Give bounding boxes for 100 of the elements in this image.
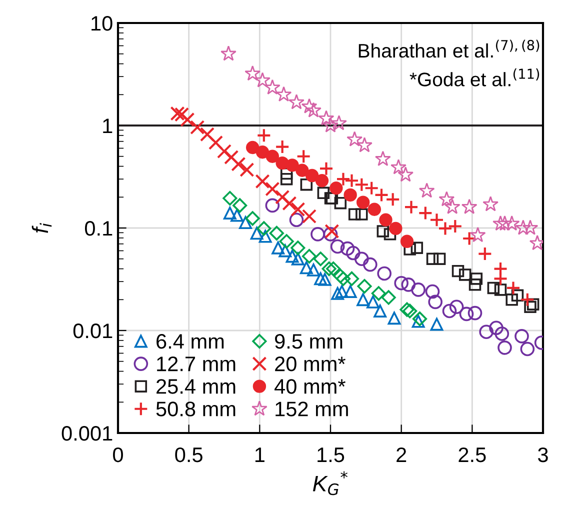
point — [346, 131, 363, 146]
point — [315, 174, 329, 188]
point — [208, 135, 224, 150]
point — [479, 324, 494, 340]
point — [306, 102, 322, 118]
point — [265, 198, 280, 213]
point — [452, 264, 464, 278]
point — [314, 272, 328, 286]
point — [404, 243, 416, 256]
point — [390, 159, 406, 174]
point — [386, 192, 400, 207]
point — [522, 220, 538, 235]
point — [461, 198, 478, 214]
point — [305, 168, 319, 182]
point — [255, 174, 270, 189]
point — [256, 221, 272, 236]
point — [384, 228, 396, 240]
point — [290, 202, 306, 217]
point — [336, 271, 351, 286]
point — [429, 212, 444, 228]
point — [317, 186, 330, 200]
point — [388, 312, 401, 325]
point — [323, 227, 338, 242]
point — [216, 144, 232, 159]
point — [511, 289, 524, 302]
point — [493, 271, 508, 286]
point — [506, 294, 518, 306]
point — [269, 226, 284, 240]
point — [381, 290, 396, 305]
point — [264, 79, 280, 95]
legend-label: 6.4 mm — [156, 334, 224, 349]
point — [302, 209, 317, 224]
point — [438, 221, 453, 236]
point — [256, 146, 270, 159]
point — [520, 342, 535, 356]
point — [520, 292, 535, 307]
point — [230, 208, 244, 222]
point — [468, 306, 482, 320]
legend-label: 25.4 mm — [156, 379, 236, 394]
y-tick-label: 10 — [92, 16, 112, 31]
point — [245, 211, 260, 226]
point — [307, 263, 320, 276]
point — [250, 226, 264, 240]
point — [515, 220, 532, 235]
point — [377, 266, 392, 281]
point — [318, 161, 334, 176]
point — [404, 200, 419, 214]
point — [482, 196, 499, 212]
point — [344, 285, 357, 298]
y-tick-label: 0.001 — [62, 426, 112, 441]
point — [354, 252, 369, 266]
point — [470, 226, 486, 242]
point — [401, 278, 416, 292]
annotation: *Goda et al.$^{(11)}$ — [410, 68, 540, 86]
point — [368, 202, 382, 216]
point — [254, 72, 270, 88]
point — [322, 117, 338, 132]
point — [448, 218, 462, 234]
x-tick-label: 1.5 — [318, 448, 344, 462]
x-tick-label: 2.5 — [458, 447, 486, 462]
point — [300, 261, 313, 274]
point — [278, 244, 292, 258]
point — [330, 239, 345, 254]
point — [398, 166, 414, 182]
y-tick-label: 0.1 — [84, 221, 112, 236]
point — [492, 215, 508, 231]
point — [504, 215, 520, 231]
point — [280, 172, 293, 186]
point — [240, 162, 254, 178]
point — [336, 172, 351, 186]
point — [444, 198, 460, 214]
point — [276, 86, 292, 102]
point — [459, 306, 474, 322]
x-tick-label: 1 — [255, 448, 264, 462]
point — [494, 284, 507, 296]
legend-label: 152 mm — [276, 402, 348, 416]
point — [331, 286, 344, 300]
point — [275, 190, 290, 204]
point — [514, 329, 529, 344]
point — [224, 150, 239, 165]
point — [418, 182, 435, 198]
point — [244, 65, 261, 81]
point — [282, 196, 297, 211]
point — [344, 188, 357, 202]
point — [289, 212, 304, 228]
point — [272, 241, 285, 254]
point — [265, 182, 280, 196]
point — [190, 120, 205, 135]
point — [301, 98, 318, 114]
point — [286, 250, 299, 263]
point — [344, 173, 360, 188]
point — [470, 272, 483, 285]
point — [410, 242, 424, 254]
point — [324, 224, 340, 239]
point — [334, 196, 347, 210]
point — [402, 304, 418, 318]
point — [489, 320, 504, 336]
point — [290, 240, 306, 256]
point — [364, 180, 379, 196]
point — [354, 177, 369, 192]
